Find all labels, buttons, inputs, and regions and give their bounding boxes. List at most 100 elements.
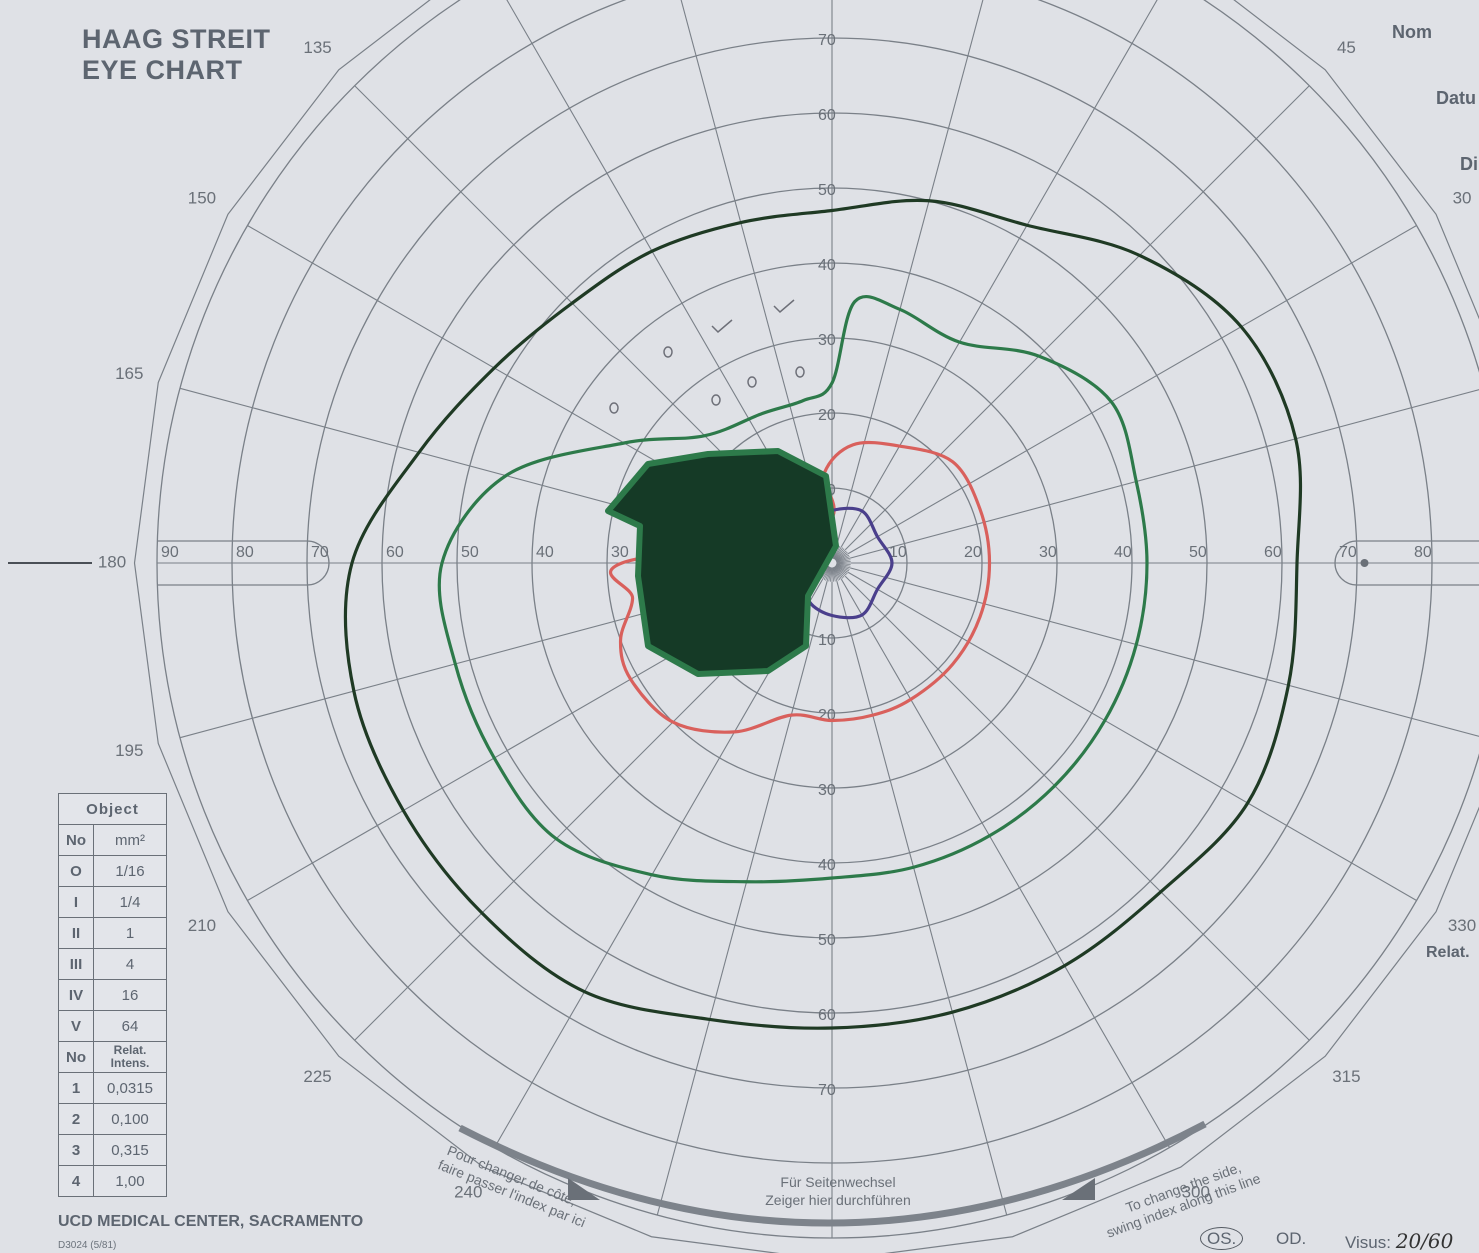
center-spoke bbox=[836, 563, 851, 569]
name-label: Nom bbox=[1392, 22, 1432, 42]
meridian-315 bbox=[844, 575, 1310, 1041]
center-spoke bbox=[834, 549, 846, 561]
meridian-label-195: 195 bbox=[115, 741, 143, 760]
meridian-label-330: 330 bbox=[1448, 916, 1476, 935]
isopter-inner bbox=[609, 440, 992, 734]
center-spoke bbox=[823, 566, 831, 581]
radial-label-up-30: 30 bbox=[818, 332, 836, 349]
radial-label-right-70: 70 bbox=[1339, 544, 1357, 561]
object-no: O bbox=[58, 855, 94, 887]
intens-no: 2 bbox=[58, 1103, 94, 1135]
meridian-255 bbox=[656, 580, 828, 1216]
object-mm: 1/16 bbox=[93, 855, 167, 887]
radial-label-right-10: 10 bbox=[889, 544, 907, 561]
object-legend-table: Object No mm² O 1/16 I 1/4 II 1 III 4 IV 16 V… bbox=[58, 793, 167, 1197]
isopters bbox=[343, 198, 1303, 1030]
intens-col-header: Relat. Intens. bbox=[93, 1041, 167, 1073]
title-line1: HAAG STREIT bbox=[82, 24, 271, 54]
meridian-label-210: 210 bbox=[188, 916, 216, 935]
object-mm: 64 bbox=[93, 1010, 167, 1042]
relat-label: Relat. bbox=[1426, 944, 1470, 961]
left-slot bbox=[157, 540, 330, 586]
center-spoke bbox=[835, 551, 848, 561]
radial-label-down-30: 30 bbox=[818, 782, 836, 799]
arrow-right bbox=[1062, 1178, 1095, 1200]
center-spoke bbox=[831, 567, 835, 582]
center-spoke bbox=[835, 550, 847, 561]
meridian-15 bbox=[849, 389, 1479, 559]
center-spoke bbox=[832, 567, 838, 582]
center-spoke bbox=[834, 547, 844, 560]
radial-label-left-80: 80 bbox=[236, 544, 254, 561]
center-spoke bbox=[828, 567, 832, 582]
center-spoke bbox=[836, 564, 850, 570]
title-line2: EYE CHART bbox=[82, 55, 243, 85]
meridian-label-30: 30 bbox=[1453, 189, 1472, 208]
date-label: Datu bbox=[1436, 88, 1476, 108]
arrow-left bbox=[568, 1178, 600, 1200]
right-pivot bbox=[1360, 559, 1369, 567]
meridian-285 bbox=[836, 580, 1008, 1216]
center-spoke bbox=[834, 566, 844, 579]
center-spoke bbox=[833, 545, 841, 560]
os-marker: OS. bbox=[1200, 1227, 1244, 1250]
center-spoke bbox=[836, 562, 851, 566]
meridian-345 bbox=[849, 567, 1479, 737]
test-point-o bbox=[747, 376, 757, 388]
center-spoke bbox=[835, 564, 849, 573]
radial-label-left-50: 50 bbox=[461, 544, 479, 561]
col-no: No bbox=[58, 824, 94, 856]
radial-label-up-60: 60 bbox=[818, 107, 836, 124]
center-spoke bbox=[836, 559, 851, 563]
center-spoke bbox=[835, 565, 847, 576]
meridian-330 bbox=[847, 571, 1417, 901]
object-no: II bbox=[58, 917, 94, 949]
outer-frame bbox=[133, 0, 1479, 1253]
meridian-label-135: 135 bbox=[303, 38, 331, 57]
radial-label-left-30: 30 bbox=[611, 544, 629, 561]
radial-label-up-20: 20 bbox=[818, 407, 836, 424]
test-point-o bbox=[609, 402, 619, 414]
radial-label-left-40: 40 bbox=[536, 544, 554, 561]
center-spoke bbox=[829, 567, 833, 582]
radial-label-down-50: 50 bbox=[818, 932, 836, 949]
os-label: OS. bbox=[1200, 1227, 1244, 1250]
meridian-30 bbox=[847, 225, 1417, 555]
test-point-o bbox=[663, 346, 673, 358]
radial-label-right-80: 80 bbox=[1414, 544, 1432, 561]
test-marks bbox=[609, 299, 805, 414]
radial-label-up-40: 40 bbox=[818, 257, 836, 274]
od-label: OD. bbox=[1276, 1229, 1307, 1248]
arrow-text-center-line-0: Für Seitenwechsel bbox=[780, 1174, 895, 1190]
diagnosis-label: Di bbox=[1460, 154, 1478, 174]
object-no: IV bbox=[58, 979, 94, 1011]
meridian-labels: 1201059075604530135150165180195210225240… bbox=[98, 38, 1476, 1202]
radial-label-up-50: 50 bbox=[818, 182, 836, 199]
object-header: Object bbox=[58, 793, 167, 825]
isopter-middle bbox=[437, 295, 1149, 884]
center-spoke bbox=[835, 564, 850, 572]
radial-label-right-50: 50 bbox=[1189, 544, 1207, 561]
radial-label-left-70: 70 bbox=[311, 544, 329, 561]
center-spoke bbox=[836, 563, 851, 567]
intens-val: 0,0315 bbox=[93, 1072, 167, 1104]
arrow-text-center-line-1: Zeiger hier durchführen bbox=[765, 1192, 911, 1208]
radial-label-down-40: 40 bbox=[818, 857, 836, 874]
center-spoke bbox=[825, 567, 831, 581]
meridian-label-300: 300 bbox=[1182, 1183, 1210, 1202]
test-point-check bbox=[773, 299, 795, 314]
center-spoke bbox=[833, 546, 842, 560]
visus-field: Visus: 20/60 bbox=[1345, 1229, 1453, 1253]
footer-org: UCD MEDICAL CENTER, SACRAMENTO bbox=[58, 1213, 364, 1230]
radial-label-right-60: 60 bbox=[1264, 544, 1282, 561]
intens-no: 1 bbox=[58, 1072, 94, 1104]
center-spoke bbox=[835, 565, 848, 575]
radial-label-down-60: 60 bbox=[818, 1007, 836, 1024]
object-mm: 16 bbox=[93, 979, 167, 1011]
center-spoke bbox=[822, 566, 831, 580]
intens-val: 0,315 bbox=[93, 1134, 167, 1166]
meridian-105 bbox=[680, 0, 828, 546]
test-point-o bbox=[795, 366, 805, 378]
isopter-outer bbox=[343, 198, 1303, 1030]
center-spoke bbox=[820, 566, 830, 579]
